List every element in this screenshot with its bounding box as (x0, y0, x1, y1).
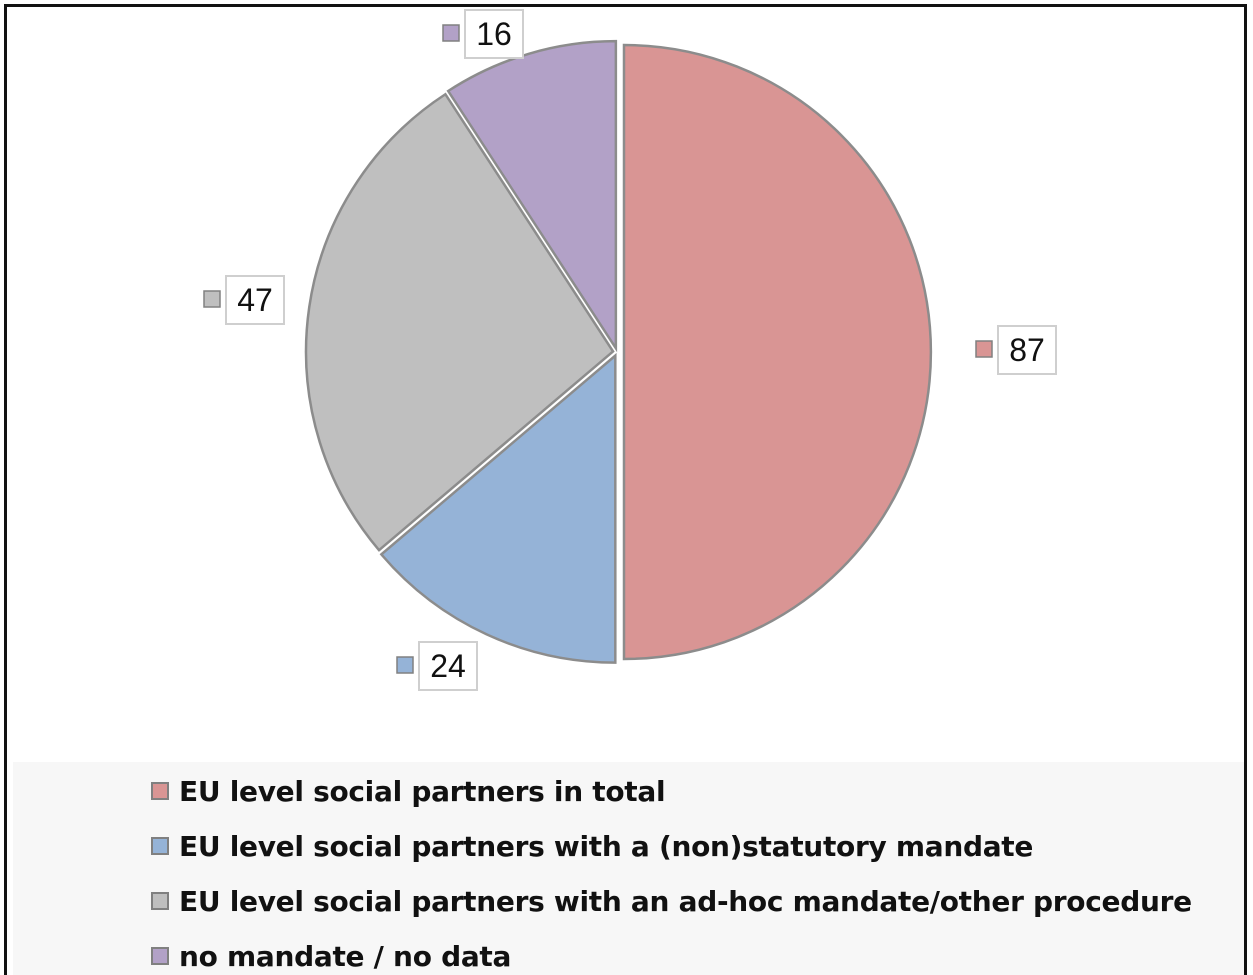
legend-item-total: EU level social partners in total (151, 773, 666, 809)
data-label-box (225, 275, 285, 325)
data-label-value: 47 (237, 282, 273, 318)
data-label-key-icon (975, 340, 993, 358)
pie-chart: 87 24 47 16 (203, 9, 1057, 691)
legend-item-statutory: EU level social partners with a (non)sta… (151, 828, 1033, 864)
legend-label: EU level social partners in total (179, 774, 666, 808)
pie-slice (379, 352, 617, 664)
data-label-value: 16 (476, 16, 512, 52)
legend-item-no-mandate: no mandate / no data (151, 938, 511, 974)
data-label-box (418, 641, 478, 691)
data-label-value: 24 (430, 648, 466, 684)
data-label-box (997, 325, 1057, 375)
data-label-key-icon (442, 24, 460, 42)
data-label-value: 87 (1009, 332, 1045, 368)
pie-slice (446, 39, 618, 353)
pie-data-labels: 87 24 47 16 (203, 9, 1057, 691)
legend-label: EU level social partners with a (non)sta… (179, 829, 1034, 863)
pie-slice (622, 43, 933, 661)
legend-label: no mandate / no data (179, 939, 512, 973)
legend-swatch-icon (151, 782, 169, 800)
legend-swatch-icon (151, 892, 169, 910)
pie-slice (304, 92, 615, 552)
legend-swatch-icon (151, 947, 169, 965)
legend-swatch-icon (151, 837, 169, 855)
chart-frame: 87 24 47 16 EU level social partners in tot… (4, 4, 1247, 975)
legend: EU level social partners in total EU lev… (13, 762, 1244, 975)
legend-label: EU level social partners with an ad-hoc … (179, 884, 1192, 918)
data-label-key-icon (203, 290, 221, 308)
data-label-key-icon (396, 656, 414, 674)
legend-item-adhoc: EU level social partners with an ad-hoc … (151, 883, 1192, 919)
pie-slices (304, 39, 933, 664)
data-label-box (464, 9, 524, 59)
